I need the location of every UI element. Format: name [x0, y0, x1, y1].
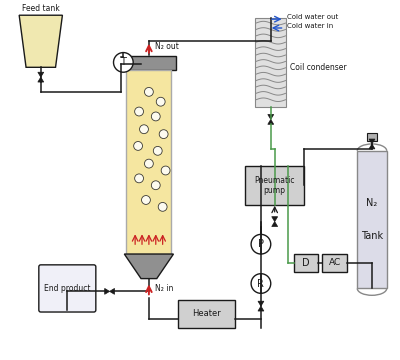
Bar — [367, 133, 377, 141]
Circle shape — [114, 53, 133, 72]
Bar — [126, 70, 172, 254]
Text: Coil condenser: Coil condenser — [290, 63, 347, 72]
Text: P: P — [258, 239, 264, 249]
Circle shape — [161, 166, 170, 175]
Circle shape — [251, 274, 271, 293]
Polygon shape — [258, 301, 264, 306]
Circle shape — [144, 87, 153, 96]
Text: Tank: Tank — [361, 231, 383, 241]
Polygon shape — [38, 72, 44, 77]
Bar — [245, 166, 304, 205]
Circle shape — [142, 195, 150, 204]
Circle shape — [158, 202, 167, 211]
Bar — [178, 300, 235, 328]
Polygon shape — [105, 288, 110, 294]
FancyBboxPatch shape — [39, 265, 96, 312]
Polygon shape — [369, 144, 375, 149]
Circle shape — [134, 141, 142, 150]
Polygon shape — [258, 306, 264, 311]
Text: Pneumatic
pump: Pneumatic pump — [254, 176, 295, 195]
Circle shape — [151, 181, 160, 190]
Text: End product: End product — [44, 284, 90, 293]
Circle shape — [156, 97, 165, 106]
Text: Cold water out: Cold water out — [288, 14, 339, 20]
Polygon shape — [369, 139, 375, 144]
Circle shape — [159, 130, 168, 139]
Text: AC: AC — [328, 258, 341, 267]
Circle shape — [135, 107, 144, 116]
Text: Cold water in: Cold water in — [288, 23, 334, 29]
Polygon shape — [268, 120, 274, 124]
Polygon shape — [124, 254, 174, 279]
Circle shape — [151, 112, 160, 121]
Text: T: T — [120, 57, 126, 67]
Text: R: R — [258, 279, 264, 288]
Polygon shape — [110, 288, 114, 294]
Polygon shape — [38, 77, 44, 82]
Polygon shape — [272, 222, 278, 226]
Circle shape — [135, 174, 144, 183]
Polygon shape — [121, 57, 176, 70]
Text: D: D — [302, 258, 310, 268]
Circle shape — [140, 125, 148, 134]
Text: Heater: Heater — [192, 310, 221, 319]
Bar — [294, 254, 318, 272]
Polygon shape — [19, 15, 62, 67]
Bar — [357, 151, 387, 288]
Polygon shape — [272, 217, 278, 222]
Text: Feed tank: Feed tank — [22, 4, 60, 13]
Circle shape — [251, 234, 271, 254]
Text: N₂: N₂ — [366, 198, 378, 208]
Bar — [255, 18, 286, 107]
Bar — [322, 254, 348, 272]
Circle shape — [153, 147, 162, 155]
Text: N₂ out: N₂ out — [155, 42, 179, 51]
Circle shape — [144, 159, 153, 168]
Text: N₂ in: N₂ in — [155, 284, 173, 293]
Polygon shape — [268, 114, 274, 120]
